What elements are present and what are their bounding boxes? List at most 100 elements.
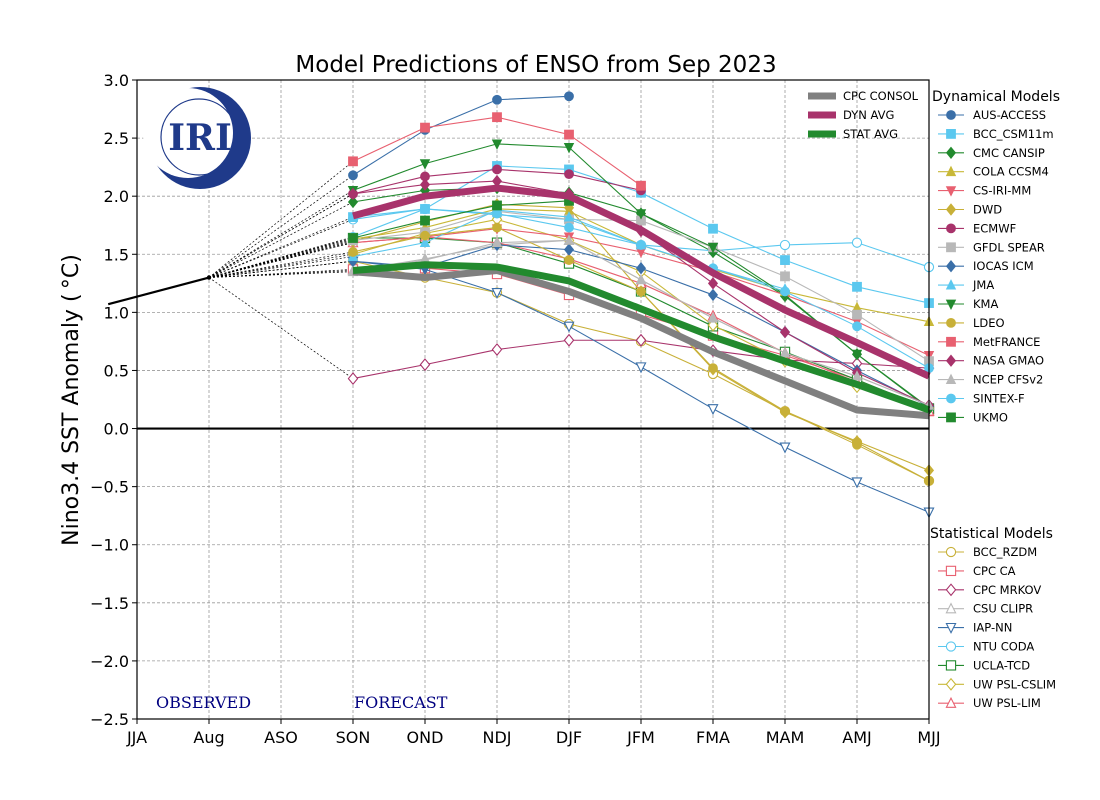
legend-label-ncep-cfsv2: NCEP CFSv2 bbox=[973, 373, 1043, 387]
legend-label-bcc-rzdm: BCC_RZDM bbox=[973, 545, 1037, 559]
plot-frame bbox=[136, 79, 930, 720]
connector-line bbox=[208, 253, 354, 278]
data-point bbox=[780, 406, 790, 417]
legend-marker-cola-ccsm4 bbox=[945, 165, 957, 177]
series-ldeo bbox=[348, 222, 934, 486]
data-point bbox=[852, 281, 862, 292]
data-point bbox=[851, 370, 863, 381]
legend-marker-ldeo bbox=[946, 318, 956, 328]
data-point bbox=[563, 211, 575, 222]
data-point bbox=[707, 318, 719, 332]
iri-logo-outline bbox=[160, 98, 238, 176]
legend-marker-iocas-icm bbox=[945, 260, 957, 273]
legend-marker-cpc-mrkov bbox=[945, 583, 957, 597]
data-point bbox=[636, 286, 646, 297]
legend-label-ucla-tcd: UCLA-TCD bbox=[973, 658, 1030, 672]
y-tick-label: 1.0 bbox=[104, 303, 129, 322]
legend-label-csu-clipr: CSU CLIPR bbox=[973, 602, 1033, 616]
series-line-ukmo bbox=[352, 200, 570, 239]
legend-label-sintex-f: SINTEX-F bbox=[973, 392, 1025, 406]
y-tick-label: −1.5 bbox=[90, 594, 129, 613]
y-tick-label: 2.0 bbox=[104, 187, 129, 206]
data-point bbox=[635, 209, 647, 220]
data-point bbox=[420, 204, 430, 214]
data-point bbox=[419, 236, 431, 248]
y-tick-label: 1.5 bbox=[104, 245, 129, 264]
connector-line bbox=[208, 242, 354, 278]
avg-line-cpc-consol bbox=[352, 267, 930, 420]
legend-marker-ncep-cfsv2 bbox=[945, 373, 957, 384]
data-point bbox=[348, 233, 358, 243]
y-tick-label: 0.0 bbox=[104, 420, 129, 439]
data-point bbox=[851, 349, 863, 361]
legend-marker-cpc-ca bbox=[945, 565, 957, 577]
legend-label-cpc-consol: CPC CONSOL bbox=[843, 89, 919, 103]
grid-lines bbox=[136, 79, 930, 720]
data-point bbox=[780, 271, 790, 282]
legend-label-iocas-icm: IOCAS ICM bbox=[973, 259, 1034, 273]
connector-line bbox=[208, 237, 354, 278]
data-point bbox=[348, 156, 358, 167]
data-point bbox=[636, 240, 646, 250]
data-point bbox=[563, 333, 575, 347]
series-sintex-f bbox=[348, 204, 934, 374]
legend-label-cs-iri-mm: CS-IRI-MM bbox=[973, 184, 1031, 198]
data-point bbox=[348, 170, 358, 181]
series-ukmo bbox=[348, 195, 574, 243]
legend-marker-ecmwf bbox=[946, 223, 956, 234]
x-tick-label: MJJ bbox=[917, 728, 940, 747]
data-point bbox=[635, 273, 647, 285]
avg-line-dyn-avg bbox=[352, 184, 931, 380]
x-tick-label: DJF bbox=[556, 728, 582, 747]
y-tick-label: 2.5 bbox=[104, 129, 129, 148]
observed-line bbox=[107, 276, 210, 306]
legend-label-bcc-csm11m: BCC_CSM11m bbox=[973, 127, 1054, 141]
legend-label-gfdl-spear: GFDL SPEAR bbox=[973, 240, 1045, 254]
connector-line bbox=[208, 260, 354, 278]
legend-dynamical-title: Dynamical Models bbox=[932, 89, 1060, 105]
series-line-aus-access bbox=[352, 95, 570, 176]
data-point bbox=[563, 142, 575, 154]
data-point bbox=[707, 277, 719, 290]
iri-logo: IRI bbox=[143, 87, 251, 189]
data-point bbox=[564, 169, 574, 180]
data-point bbox=[636, 180, 646, 191]
chart-title: Model Predictions of ENSO from Sep 2023 bbox=[295, 52, 776, 78]
legend-label-cpc-ca: CPC CA bbox=[973, 564, 1016, 578]
data-point bbox=[852, 309, 862, 320]
data-point bbox=[852, 321, 862, 332]
connector-line bbox=[208, 190, 354, 278]
data-point bbox=[420, 122, 430, 133]
legend-marker-csu-clipr bbox=[945, 602, 957, 614]
data-point bbox=[492, 164, 502, 175]
series-metfrance bbox=[348, 112, 646, 191]
data-point bbox=[708, 223, 718, 234]
legend-marker-ukmo bbox=[946, 412, 956, 423]
data-point bbox=[563, 234, 575, 245]
legend-label-ukmo: UKMO bbox=[973, 410, 1008, 424]
data-point bbox=[348, 247, 358, 257]
legend-label-kma: KMA bbox=[973, 297, 998, 311]
series-aus-access bbox=[348, 91, 574, 181]
observed-point bbox=[206, 275, 212, 280]
x-tick-label: ASO bbox=[264, 728, 298, 747]
x-tick-label: JJA bbox=[126, 728, 147, 747]
legend-label-cpc-mrkov: CPC MRKOV bbox=[973, 583, 1041, 597]
data-point bbox=[564, 222, 574, 233]
data-point bbox=[491, 343, 503, 357]
legend-label-cmc-cansip: CMC CANSIP bbox=[973, 146, 1045, 160]
legend-marker-jma bbox=[945, 279, 957, 290]
data-point bbox=[491, 236, 503, 248]
x-tick-label: SON bbox=[336, 728, 371, 747]
legend-marker-uw-psl-cslim bbox=[945, 677, 957, 691]
data-point bbox=[707, 312, 719, 323]
legend-label-jma: JMA bbox=[972, 278, 994, 292]
x-tick-label: NDJ bbox=[482, 728, 511, 747]
observed-label: OBSERVED bbox=[156, 693, 251, 712]
data-point bbox=[779, 239, 791, 251]
data-point bbox=[708, 363, 718, 374]
data-point bbox=[347, 195, 359, 209]
plot-area bbox=[107, 91, 935, 519]
avg-line-stat-avg bbox=[352, 261, 931, 414]
connector-line bbox=[208, 219, 354, 278]
